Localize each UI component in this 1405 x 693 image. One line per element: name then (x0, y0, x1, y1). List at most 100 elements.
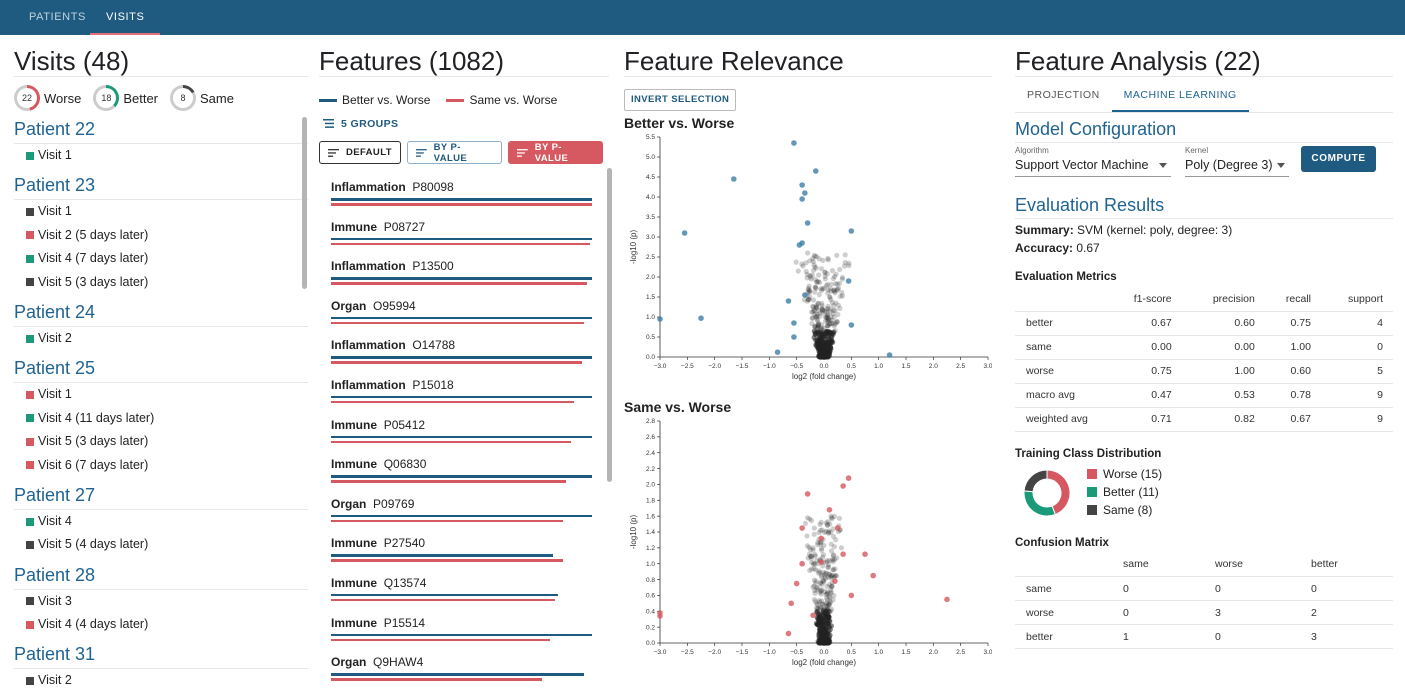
features-scrollbar[interactable] (607, 168, 612, 482)
highlighted-point[interactable] (944, 596, 950, 603)
tab-visits[interactable]: VISITS (90, 0, 161, 35)
highlighted-point[interactable] (813, 168, 819, 174)
visit-item[interactable]: Visit 1 (14, 200, 308, 223)
highlighted-point[interactable] (845, 278, 852, 284)
patient-heading[interactable]: Patient 22 (14, 119, 308, 144)
tab-projection[interactable]: PROJECTION (1027, 89, 1100, 101)
background-point (825, 311, 831, 317)
background-point (816, 329, 822, 335)
feature-row[interactable]: Organ Q9HAW4 (319, 649, 609, 689)
highlighted-point[interactable] (799, 196, 805, 202)
volcano-plot-better[interactable]: −3.0 −2.5 −2.0 −1.5 −1.0 −0.5 0.0 0.5 1.0 1.5 2.0 2… (624, 131, 992, 381)
volcano-plot-same[interactable]: −3.0 −2.5 −2.0 −1.5 −1.0 −0.5 0.0 0.5 1.0 1.5 2.0 2… (624, 415, 992, 673)
visit-label: Visit 5 (4 days later) (38, 537, 149, 552)
algorithm-select[interactable]: Support Vector Machine (1015, 155, 1171, 177)
visit-item[interactable]: Visit 4 (14, 510, 308, 533)
highlighted-point[interactable] (840, 483, 846, 489)
feature-row[interactable]: Immune P15514 (319, 610, 609, 650)
visit-item[interactable]: Visit 1 (14, 144, 308, 167)
patient-heading[interactable]: Patient 25 (14, 358, 308, 384)
highlighted-point[interactable] (848, 322, 855, 328)
highlighted-point[interactable] (793, 580, 800, 587)
highlighted-point[interactable] (804, 491, 811, 497)
sort-better-pvalue-button[interactable]: BY P-VALUE (406, 141, 502, 164)
tab-patients[interactable]: PATIENTS (29, 11, 86, 23)
visit-item[interactable]: Visit 2 (14, 327, 308, 350)
visit-item[interactable]: Visit 5 (3 days later) (14, 271, 308, 294)
feature-row[interactable]: Inflammation P15018 (319, 372, 609, 412)
patient-heading[interactable]: Patient 28 (14, 565, 308, 590)
feature-row[interactable]: Immune Q13574 (319, 570, 609, 610)
invert-selection-button[interactable]: INVERT SELECTION (624, 89, 737, 111)
highlighted-point[interactable] (845, 475, 852, 481)
kernel-select[interactable]: Poly (Degree 3) (1185, 155, 1289, 177)
feature-row[interactable]: Immune P05412 (319, 412, 609, 452)
tab-machine-learning[interactable]: MACHINE LEARNING (1111, 77, 1249, 112)
highlighted-point[interactable] (788, 600, 794, 607)
highlighted-point[interactable] (681, 230, 688, 236)
highlighted-point[interactable] (818, 535, 825, 542)
visit-item[interactable]: Visit 2 (14, 669, 308, 692)
feature-row[interactable]: Organ O95994 (319, 293, 609, 333)
feature-id: P15018 (412, 377, 454, 392)
highlighted-point[interactable] (832, 578, 838, 584)
background-point (804, 543, 811, 549)
highlighted-point[interactable] (657, 613, 663, 619)
highlighted-point[interactable] (802, 190, 808, 196)
patient-group: Patient 25 Visit 1 Visit 4 (11 days later)… (14, 358, 308, 477)
highlighted-point[interactable] (810, 612, 816, 619)
feature-row[interactable]: Immune Q06830 (319, 451, 609, 491)
patient-heading[interactable]: Patient 24 (14, 302, 308, 327)
highlighted-point[interactable] (848, 592, 855, 599)
highlighted-point[interactable] (799, 182, 805, 188)
highlighted-point[interactable] (657, 316, 663, 322)
highlighted-point[interactable] (862, 551, 868, 557)
highlighted-point[interactable] (870, 572, 876, 579)
patient-heading[interactable]: Patient 31 (14, 644, 308, 670)
feature-row[interactable]: Immune P08727 (319, 214, 609, 254)
highlighted-point[interactable] (785, 630, 792, 637)
highlighted-point[interactable] (791, 320, 797, 326)
highlighted-point[interactable] (785, 298, 792, 304)
visit-item[interactable]: Visit 6 (7 days later) (14, 454, 308, 477)
highlighted-point[interactable] (834, 525, 841, 531)
feature-row[interactable]: Inflammation P13500 (319, 253, 609, 293)
highlighted-point[interactable] (774, 349, 781, 355)
patient-heading[interactable]: Patient 23 (14, 175, 308, 201)
feature-row[interactable]: Organ P09769 (319, 491, 609, 531)
sort-default-button[interactable]: DEFAULT (319, 141, 401, 164)
background-point (824, 309, 830, 315)
visit-item[interactable]: Visit 1 (14, 383, 308, 406)
highlighted-point[interactable] (791, 334, 797, 340)
highlighted-point[interactable] (818, 559, 825, 565)
visit-item[interactable]: Visit 5 (4 days later) (14, 533, 308, 556)
visit-item[interactable]: Visit 2 (5 days later) (14, 224, 308, 247)
highlighted-point[interactable] (731, 176, 737, 182)
features-panel: Features (1082) Better vs. Worse Same vs… (319, 35, 609, 693)
feature-row[interactable]: Inflammation P80098 (319, 174, 609, 214)
groups-toggle[interactable]: 5 GROUPS (319, 113, 609, 135)
visit-item[interactable]: Visit 5 (3 days later) (14, 430, 308, 453)
background-point (827, 286, 833, 292)
highlighted-point[interactable] (886, 352, 893, 358)
highlighted-point[interactable] (791, 140, 797, 146)
compute-button[interactable]: COMPUTE (1301, 146, 1376, 172)
highlighted-point[interactable] (804, 220, 811, 226)
highlighted-point[interactable] (826, 507, 833, 513)
feature-row[interactable]: Immune P27540 (319, 530, 609, 570)
visit-item[interactable]: Visit 4 (7 days later) (14, 247, 308, 270)
highlighted-point[interactable] (796, 242, 803, 248)
visit-item[interactable]: Visit 3 (14, 590, 308, 613)
highlighted-point[interactable] (802, 292, 808, 298)
highlighted-point[interactable] (840, 551, 846, 557)
sort-same-pvalue-button[interactable]: BY P-VALUE (507, 141, 603, 164)
visit-item[interactable]: Visit 4 (11 days later) (14, 407, 308, 430)
highlighted-point[interactable] (799, 560, 805, 567)
highlighted-point[interactable] (848, 228, 855, 234)
patient-heading[interactable]: Patient 27 (14, 485, 308, 510)
visit-item[interactable]: Visit 4 (4 days later) (14, 613, 308, 636)
highlighted-point[interactable] (698, 315, 704, 321)
feature-row[interactable]: Inflammation O14788 (319, 332, 609, 372)
visits-scrollbar[interactable] (302, 117, 307, 289)
highlighted-point[interactable] (799, 525, 805, 531)
